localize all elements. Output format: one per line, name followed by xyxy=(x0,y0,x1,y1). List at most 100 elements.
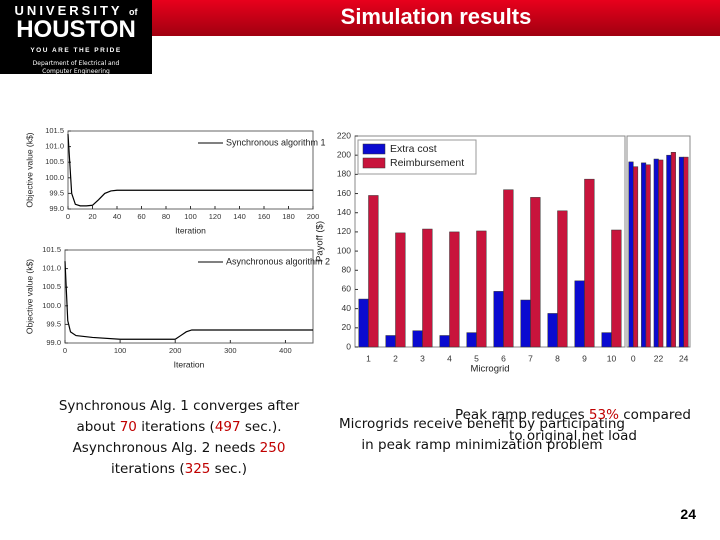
note-line: about 70 iterations (497 sec.). xyxy=(40,417,318,438)
note-line: in peak ramp minimization problem xyxy=(322,435,642,456)
x-tick-label: 60 xyxy=(137,212,145,221)
bar xyxy=(358,298,369,348)
y-tick-label: 100.0 xyxy=(45,173,64,182)
x-tick-label: 400 xyxy=(279,346,292,355)
y-tick-label: 200 xyxy=(337,149,351,159)
x-tick-label: 160 xyxy=(258,212,271,221)
line-series xyxy=(64,261,313,340)
note-line: Synchronous Alg. 1 converges after xyxy=(40,396,318,417)
slide-title: Simulation results xyxy=(340,4,532,29)
x-tick-label: 20 xyxy=(88,212,96,221)
note-text: Microgrids receive benefit by participat… xyxy=(338,416,626,432)
y-tick-label: 100 xyxy=(337,245,351,255)
y-tick-label: 140 xyxy=(337,207,351,217)
y-tick-label: 220 xyxy=(337,130,351,140)
x-tick-label: 5 xyxy=(474,353,479,363)
y-tick-label: 101.0 xyxy=(42,264,61,273)
note-line: Peak ramp reduces 53% compared xyxy=(440,405,706,426)
note-text: about xyxy=(76,419,120,435)
bar xyxy=(547,313,558,348)
note-text: Peak ramp reduces xyxy=(454,407,589,423)
x-tick-label: 180 xyxy=(282,212,295,221)
plot-frame xyxy=(354,135,626,348)
x-tick-label: 200 xyxy=(169,346,182,355)
note-text: Synchronous Alg. 1 converges after xyxy=(58,398,300,414)
title-bar: Simulation results xyxy=(152,0,720,36)
line-series xyxy=(67,134,313,207)
bar xyxy=(412,330,423,348)
x-tick-label: 22 xyxy=(654,353,664,363)
logo-line: UNIVERSITY of xyxy=(0,3,152,18)
bar xyxy=(633,166,639,348)
x-axis-label: Iteration xyxy=(174,359,205,369)
x-tick-label: 140 xyxy=(233,212,246,221)
x-tick-label: 0 xyxy=(63,346,67,355)
logo: UNIVERSITY of HOUSTON YOU ARE THE PRIDE … xyxy=(0,0,152,76)
y-tick-label: 180 xyxy=(337,169,351,179)
y-tick-label: 101.5 xyxy=(45,126,64,135)
y-axis-label: Objective value (k$) xyxy=(24,259,34,334)
bar xyxy=(574,280,585,348)
note-text: iterations ( xyxy=(110,461,185,477)
x-tick-label: 9 xyxy=(582,353,587,363)
y-tick-label: 99.0 xyxy=(46,338,61,347)
bar xyxy=(645,164,651,348)
bar xyxy=(439,335,450,348)
y-tick-label: 99.5 xyxy=(46,319,61,328)
y-axis-label: Objective value (k$) xyxy=(24,132,34,207)
bar xyxy=(678,156,684,348)
bar xyxy=(628,161,634,348)
bar xyxy=(641,162,647,348)
x-tick-label: 1 xyxy=(366,353,371,363)
bar xyxy=(503,189,514,348)
bar xyxy=(658,159,664,348)
highlight: 497 xyxy=(214,419,241,435)
highlight: 70 xyxy=(119,419,137,435)
x-tick-label: 24 xyxy=(679,353,689,363)
legend-label: Extra cost xyxy=(390,143,437,155)
bar xyxy=(493,291,504,348)
legend-label: Synchronous algorithm 1 xyxy=(226,137,326,147)
y-tick-label: 0 xyxy=(346,341,351,351)
y-tick-label: 80 xyxy=(342,265,352,275)
y-tick-label: 120 xyxy=(337,226,351,236)
bar xyxy=(476,230,487,348)
note-peak: Peak ramp reduces 53% compared to origina… xyxy=(440,405,706,447)
bar xyxy=(611,229,622,348)
x-tick-label: 3 xyxy=(420,353,425,363)
logo-university: UNIVERSITY xyxy=(14,3,123,18)
y-tick-label: 99.0 xyxy=(49,204,64,213)
note-line: Asynchronous Alg. 2 needs 250 xyxy=(40,438,318,459)
legend-label: Asynchronous algorithm 2 xyxy=(226,256,330,266)
bar xyxy=(449,231,460,348)
y-tick-label: 101.0 xyxy=(45,142,64,151)
y-tick-label: 101.5 xyxy=(42,245,61,254)
note-line: iterations (325 sec.) xyxy=(40,459,318,480)
bar xyxy=(670,152,676,348)
legend-swatch xyxy=(362,143,386,155)
bar xyxy=(422,228,433,348)
x-tick-label: 10 xyxy=(607,353,617,363)
department: Department of Electrical and Computer Eng… xyxy=(0,60,152,76)
bar xyxy=(368,195,379,348)
y-tick-label: 40 xyxy=(342,303,352,313)
y-axis-label: Payoff ($) xyxy=(315,221,326,262)
bar xyxy=(530,197,541,348)
logo-motto: YOU ARE THE PRIDE xyxy=(30,47,122,54)
y-tick-label: 60 xyxy=(342,284,352,294)
x-tick-label: 0 xyxy=(66,212,70,221)
department-line: Computer Engineering xyxy=(42,68,110,75)
note-left: Synchronous Alg. 1 converges after about … xyxy=(40,396,318,480)
note-text: sec.). xyxy=(240,419,282,435)
note-benefit: Microgrids receive benefit by participat… xyxy=(322,414,642,456)
bar xyxy=(466,332,477,348)
bar xyxy=(601,332,612,348)
bar xyxy=(395,232,406,348)
highlight: 325 xyxy=(184,461,211,477)
x-tick-label: 2 xyxy=(393,353,398,363)
x-tick-label: 80 xyxy=(162,212,170,221)
x-tick-label: 0 xyxy=(631,353,636,363)
note-text: Asynchronous Alg. 2 needs xyxy=(72,440,260,456)
y-tick-label: 100.0 xyxy=(42,301,61,310)
highlight: 250 xyxy=(259,440,286,456)
